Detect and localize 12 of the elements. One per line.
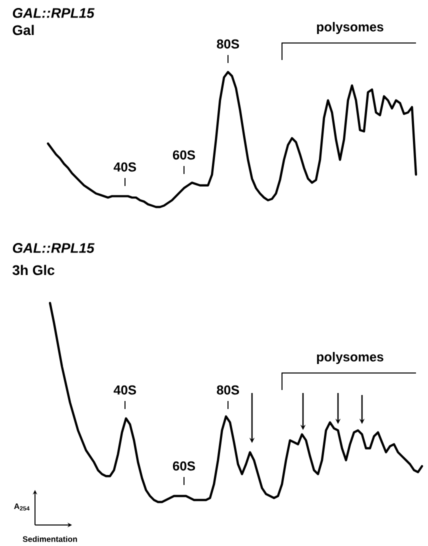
- chart-subtitle: Gal: [12, 24, 34, 36]
- annotation: 40S: [114, 162, 136, 172]
- chart-subtitle: 3h Glc: [12, 264, 54, 276]
- chart-title: GAL::RPL15: [12, 8, 95, 18]
- annotation: 80S: [216, 385, 240, 395]
- annotation: 60S: [172, 461, 196, 471]
- text: polysomes: [317, 22, 384, 34]
- annotation: 60S: [172, 150, 196, 160]
- chart-title: GAL::RPL15: [12, 243, 95, 253]
- annotation: polysomes: [317, 352, 384, 364]
- text: 80S: [216, 39, 240, 49]
- annotation: 40S: [114, 385, 136, 395]
